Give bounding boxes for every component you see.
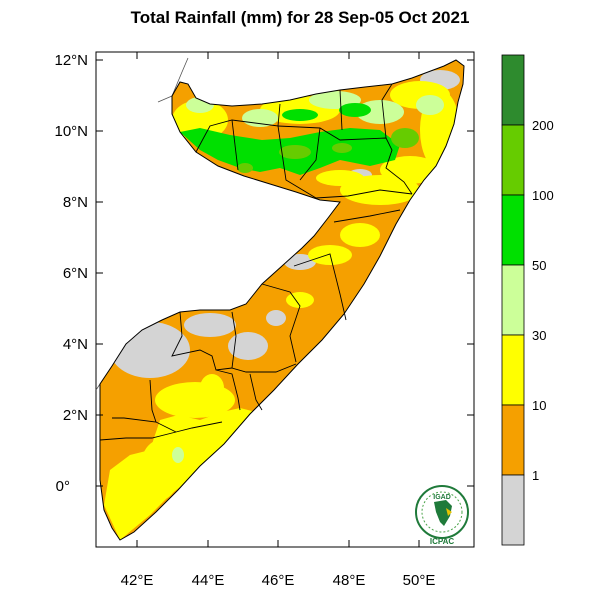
axis-ticks — [96, 52, 474, 547]
colorbar-bin-100-200 — [501, 124, 525, 196]
lat-tick-label: 10°N — [54, 123, 88, 140]
lat-tick-labels: 12°N 10°N 8°N 6°N 4°N 2°N 0° — [54, 52, 88, 495]
lat-tick-label: 0° — [56, 478, 70, 495]
colorbar-bin-above-200 — [501, 54, 525, 126]
colorbar-bin-50-100 — [501, 194, 525, 266]
lon-tick-label: 46°E — [262, 572, 295, 589]
neighbour-borders — [95, 57, 189, 391]
rain-class-10-30 — [104, 81, 460, 540]
admin-boundaries — [99, 83, 413, 441]
lat-tick-label: 2°N — [63, 407, 88, 424]
colorbar-bin-1-10 — [501, 404, 525, 476]
logo-top-text: IGAD — [433, 494, 451, 501]
colorbar-label: 50 — [532, 258, 546, 273]
rain-class-100-200 — [237, 128, 419, 173]
lat-tick-label: 4°N — [63, 336, 88, 353]
africa-icon — [434, 500, 452, 526]
lon-tick-labels: 42°E 44°E 46°E 48°E 50°E — [121, 572, 436, 589]
colorbar-label: 100 — [532, 188, 554, 203]
lon-tick-label: 42°E — [121, 572, 154, 589]
colorbar-label: 1 — [532, 468, 539, 483]
lat-tick-label: 12°N — [54, 52, 88, 69]
colorbar-label: 10 — [532, 398, 546, 413]
logo-bottom-text: ICPAC — [430, 537, 455, 546]
lon-tick-label: 44°E — [192, 572, 225, 589]
map-title: Total Rainfall (mm) for 28 Sep-05 Oct 20… — [130, 8, 470, 27]
colorbar-bin-30-50 — [501, 264, 525, 336]
lon-tick-label: 48°E — [333, 572, 366, 589]
colorbar: 200 100 50 30 10 1 — [501, 54, 554, 546]
colorbar-label: 30 — [532, 328, 546, 343]
lat-tick-label: 8°N — [63, 194, 88, 211]
icpac-logo: IGAD ICPAC — [415, 485, 469, 546]
colorbar-label: 200 — [532, 118, 554, 133]
colorbar-bin-10-30 — [501, 334, 525, 406]
lat-tick-label: 6°N — [63, 265, 88, 282]
lon-tick-label: 50°E — [403, 572, 436, 589]
colorbar-bin-below-1 — [501, 474, 525, 546]
